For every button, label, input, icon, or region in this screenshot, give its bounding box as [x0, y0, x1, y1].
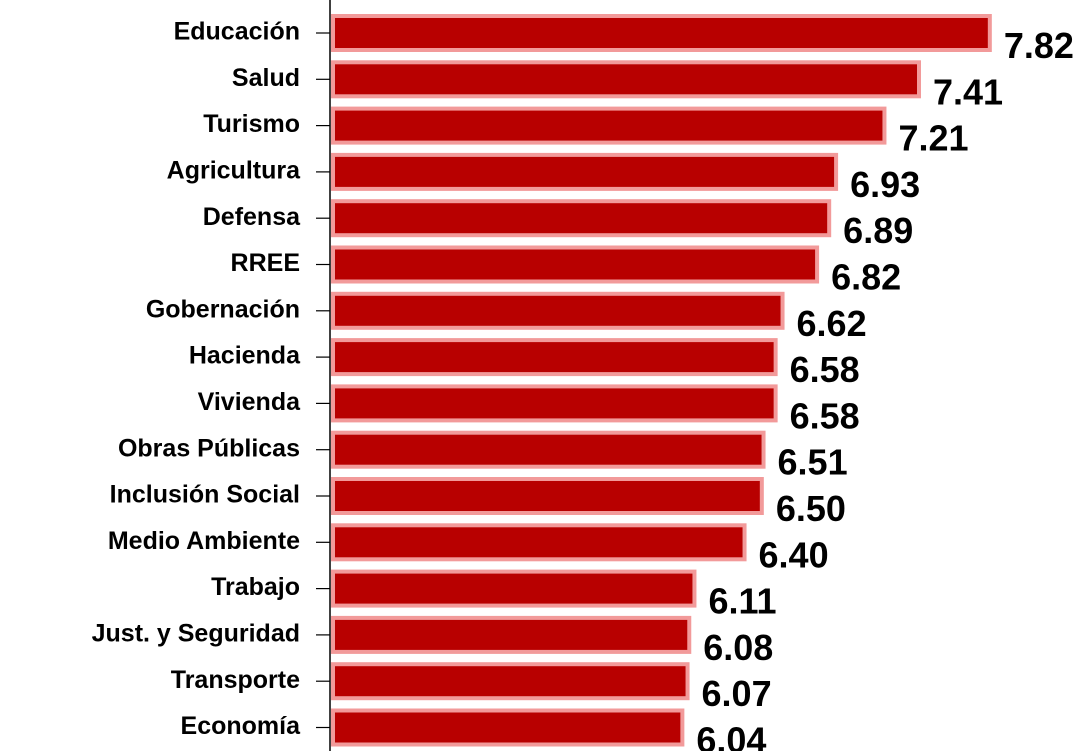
y-tick-label: Salud [232, 64, 300, 92]
bar [331, 291, 785, 330]
value-label: 6.40 [759, 534, 829, 575]
value-label: 6.82 [831, 257, 901, 298]
value-label: 7.41 [933, 71, 1003, 112]
value-label: 6.89 [843, 210, 913, 251]
value-label: 6.58 [790, 349, 860, 390]
y-tick-label: Medio Ambiente [108, 527, 300, 555]
bar [331, 338, 778, 377]
bar [331, 60, 921, 99]
value-label: 6.93 [850, 164, 920, 205]
bar [331, 523, 747, 562]
value-label: 6.08 [703, 627, 773, 668]
bar [331, 152, 839, 191]
y-tick-label: Just. y Seguridad [92, 620, 300, 648]
y-tick-label: Educación [174, 18, 300, 46]
y-tick-label: Transporte [171, 666, 300, 694]
value-label: 7.82 [1004, 25, 1074, 66]
bar [331, 569, 697, 608]
y-tick-label: Turismo [203, 110, 300, 138]
y-tick-label: Hacienda [189, 342, 301, 370]
value-label: 6.04 [696, 720, 766, 751]
bar [331, 662, 690, 701]
value-label: 6.07 [702, 673, 772, 714]
bar [331, 477, 764, 515]
value-label: 7.21 [898, 118, 968, 159]
bar [331, 615, 692, 654]
y-tick-label: Defensa [203, 203, 301, 231]
bar [331, 14, 992, 52]
y-tick-label: Trabajo [211, 573, 300, 601]
bar [331, 430, 766, 469]
y-tick-label: Agricultura [167, 157, 301, 185]
bar [331, 245, 820, 284]
bar [331, 708, 685, 747]
y-tick-label: RREE [231, 249, 300, 277]
y-tick-label: Economía [181, 712, 302, 740]
value-label: 6.51 [778, 442, 848, 483]
value-label: 6.58 [790, 395, 860, 436]
value-label: 6.50 [776, 488, 846, 529]
y-tick-label: Inclusión Social [110, 481, 300, 509]
value-label: 6.62 [797, 303, 867, 344]
y-tick-label: Vivienda [198, 388, 301, 416]
value-label: 6.11 [708, 581, 776, 622]
bar [331, 384, 778, 423]
y-tick-label: Gobernación [146, 295, 300, 323]
bar [331, 199, 832, 238]
bar [331, 106, 887, 145]
y-tick-label: Obras Públicas [118, 434, 300, 462]
